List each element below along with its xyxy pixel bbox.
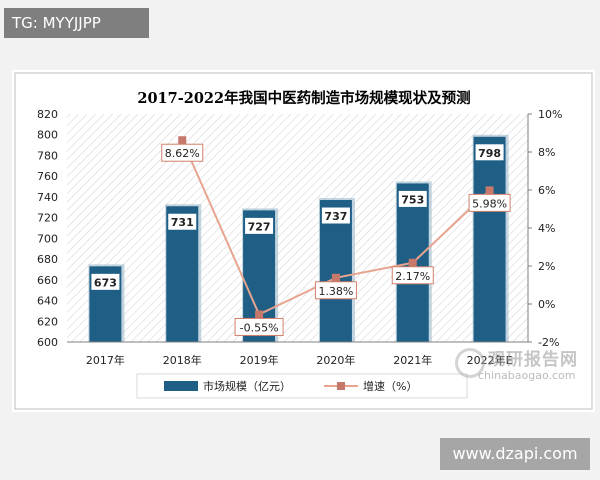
- category-tick: 2021年: [393, 353, 432, 367]
- bar-label-box: [474, 143, 505, 162]
- right-axis: -2% 0% 2% 4% 6% 8% 10%: [527, 108, 562, 349]
- left-axis-tick: 800: [37, 129, 58, 142]
- bar-label-box: [244, 216, 275, 235]
- growth-marker: [178, 136, 187, 145]
- right-axis-tick: 0%: [538, 298, 555, 311]
- left-axis: 600 620 640 660 680 700 720 740 760 780 800 820: [37, 108, 58, 349]
- legend: 市场规模（亿元） 增速（%）: [136, 373, 468, 399]
- bar-data-label: 798: [478, 147, 501, 160]
- left-axis-tick: 780: [37, 149, 58, 162]
- bar: [473, 136, 506, 342]
- right-axis-tick: -2%: [538, 336, 559, 349]
- bar-data-label: 727: [248, 220, 271, 233]
- watermark-cn: 观研报告网: [488, 350, 578, 370]
- left-axis-tick: 620: [37, 315, 58, 328]
- right-axis-tick: 8%: [538, 146, 555, 159]
- legend-bar-label: 市场规模（亿元）: [203, 379, 291, 393]
- bar-label-box: [397, 189, 428, 208]
- left-axis-tick: 760: [37, 170, 58, 183]
- line-series: 8.62% -0.55% 1.38% 2.17% 5.98%: [161, 136, 511, 336]
- legend-bar-swatch: [164, 381, 198, 391]
- left-axis-tick: 660: [37, 274, 58, 287]
- growth-marker: [255, 310, 264, 319]
- growth-marker: [485, 186, 494, 195]
- growth-data-label: 8.62%: [165, 147, 200, 160]
- bar-data-label: 737: [324, 210, 347, 223]
- right-axis-tick: 4%: [538, 222, 555, 235]
- bar-data-label: 731: [171, 216, 194, 229]
- site-label: www.dzapi.com: [440, 438, 590, 470]
- category-axis: 2017年 2018年 2019年 2020年 2021年 2022年E: [67, 341, 528, 367]
- category-tick: 2017年: [86, 353, 125, 367]
- category-tick: 2019年: [240, 353, 279, 367]
- chart-card: 2017-2022年我国中医药制造市场规模现状及预测 600 620 640 660 6…: [12, 70, 595, 412]
- watermark-logo-icon: [455, 348, 485, 378]
- growth-label-box: [391, 266, 434, 285]
- left-axis-tick: 700: [37, 232, 58, 245]
- legend-line-marker: [337, 382, 345, 390]
- bar-label-box: [167, 212, 198, 231]
- growth-data-label: 1.38%: [318, 285, 353, 298]
- growth-label-box: [161, 143, 204, 162]
- right-axis-tick: 6%: [538, 184, 555, 197]
- right-axis-tick: 2%: [538, 260, 555, 273]
- channel-badge: TG: MYYJJPP: [4, 8, 149, 38]
- left-axis-tick: 720: [37, 212, 58, 225]
- plot-area: [67, 114, 528, 342]
- bar-label-box: [90, 272, 121, 291]
- growth-label-box: [314, 281, 357, 300]
- category-tick: 2020年: [316, 353, 355, 367]
- growth-marker: [331, 273, 340, 282]
- left-axis-tick: 640: [37, 295, 58, 308]
- watermark-en: chinabaogao.com: [478, 369, 576, 382]
- chart-title: 2017-2022年我国中医药制造市场规模现状及预测: [137, 89, 470, 107]
- left-axis-tick: 680: [37, 253, 58, 266]
- bar-label-box: [320, 206, 351, 225]
- growth-data-label: 2.17%: [395, 270, 430, 283]
- growth-data-label: 5.98%: [472, 197, 507, 210]
- left-axis-tick: 820: [37, 108, 58, 121]
- growth-marker: [408, 258, 417, 267]
- growth-data-label: -0.55%: [240, 321, 279, 334]
- bar-data-label: 753: [401, 193, 424, 206]
- legend-line-label: 增速（%）: [363, 379, 417, 393]
- category-tick: 2018年: [163, 353, 202, 367]
- left-axis-tick: 740: [37, 191, 58, 204]
- growth-label-box: [468, 193, 511, 212]
- chart-svg: 2017-2022年我国中医药制造市场规模现状及预测 6006206406606…: [14, 72, 593, 410]
- right-axis-tick: 10%: [538, 108, 562, 121]
- bar-data-label: 673: [94, 276, 117, 289]
- growth-label-box: [234, 317, 284, 336]
- left-axis-tick: 600: [37, 336, 58, 349]
